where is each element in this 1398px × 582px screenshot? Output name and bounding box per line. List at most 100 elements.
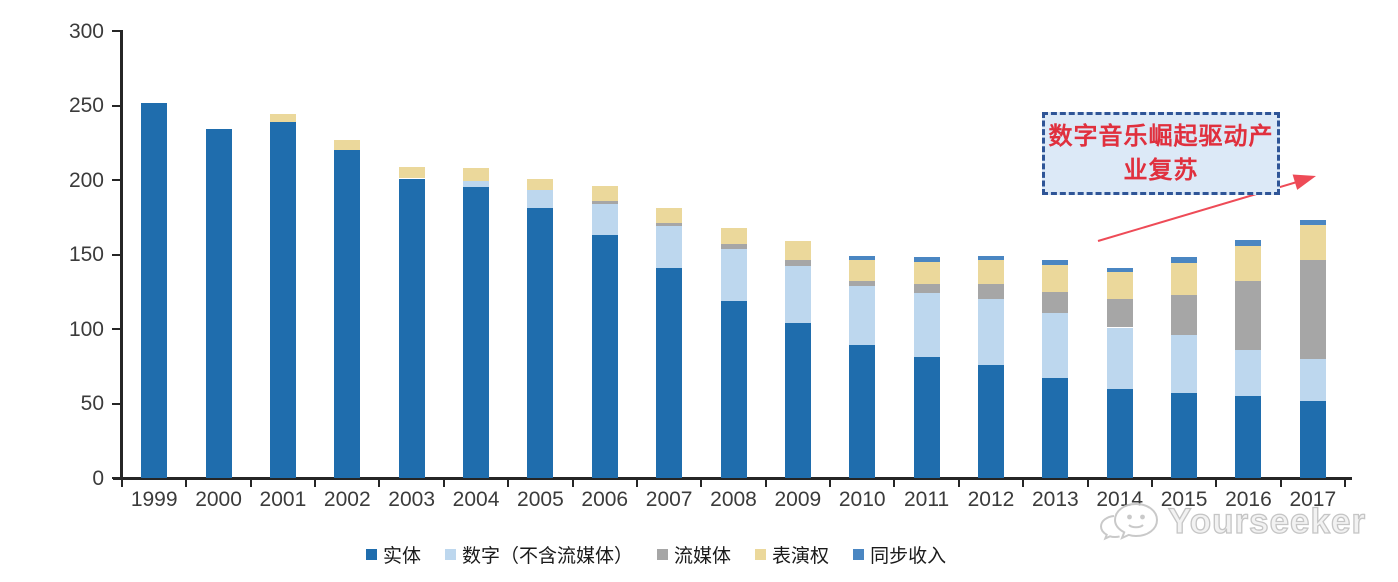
bar-segment-实体-1999 <box>141 102 168 478</box>
legend-swatch <box>853 549 865 560</box>
bar-segment-数字（不含流媒体）-2009 <box>784 266 811 324</box>
bar-segment-实体-2011 <box>913 357 940 478</box>
bar-segment-数字（不含流媒体）-2017 <box>1299 358 1326 401</box>
bar-segment-表演权-2005 <box>527 178 554 191</box>
x-tick-mark <box>635 479 638 487</box>
y-tick-mark <box>112 328 121 330</box>
bar-segment-同步收入-2015 <box>1171 257 1198 264</box>
x-tick-label: 2015 <box>1160 488 1208 511</box>
x-tick-mark <box>1150 479 1153 487</box>
bar-segment-表演权-2001 <box>269 114 296 122</box>
bar-segment-数字（不含流媒体）-2007 <box>656 226 683 268</box>
bar-segment-流媒体-2013 <box>1042 291 1069 313</box>
bar-segment-数字（不含流媒体）-2004 <box>463 181 490 188</box>
bar-segment-同步收入-2014 <box>1106 267 1133 273</box>
y-tick-label: 100 <box>68 317 104 341</box>
bar-segment-数字（不含流媒体）-2015 <box>1171 334 1198 394</box>
x-tick-mark <box>314 479 317 487</box>
bar-segment-数字（不含流媒体）-2008 <box>720 248 747 301</box>
y-tick-label: 200 <box>68 168 104 192</box>
y-tick-label: 0 <box>92 466 104 490</box>
bar-segment-实体-2005 <box>527 208 554 478</box>
bar-segment-实体-2013 <box>1042 378 1069 478</box>
x-tick-label: 2013 <box>1031 488 1079 511</box>
legend-label: 表演权 <box>772 546 830 567</box>
x-tick-mark <box>185 479 188 487</box>
y-axis-line <box>120 30 123 480</box>
x-tick-label: 2001 <box>259 488 307 511</box>
watermark-text: Yourseeker <box>1167 501 1367 541</box>
legend-label: 数字（不含流媒体） <box>462 546 634 567</box>
x-tick-mark <box>507 479 510 487</box>
annotation-callout: 数字音乐崛起驱动产业复苏 <box>1042 112 1280 195</box>
bar-segment-实体-2016 <box>1235 396 1262 478</box>
x-tick-mark <box>378 479 381 487</box>
bar-segment-实体-2007 <box>656 267 683 478</box>
bar-segment-实体-2014 <box>1106 388 1133 478</box>
y-tick-mark <box>112 477 121 479</box>
x-tick-mark <box>121 479 123 487</box>
bar-segment-数字（不含流媒体）-2005 <box>527 190 554 209</box>
x-tick-label: 2017 <box>1289 488 1337 511</box>
bar-segment-实体-2002 <box>334 150 361 478</box>
x-tick-label: 2012 <box>967 488 1015 511</box>
x-tick-label: 2016 <box>1225 488 1272 511</box>
x-tick-label: 2004 <box>452 488 500 511</box>
annotation-text: 数字音乐崛起驱动产业复苏 <box>1048 123 1274 184</box>
x-tick-label: 2008 <box>710 488 757 511</box>
legend-swatch <box>755 549 767 560</box>
bar-segment-流媒体-2010 <box>849 281 876 286</box>
y-tick-mark <box>112 253 121 256</box>
legend-swatch <box>366 549 377 560</box>
bar-segment-流媒体-2009 <box>784 260 811 267</box>
bar-segment-表演权-2009 <box>784 241 811 261</box>
y-tick-mark <box>112 179 121 181</box>
legend-item-1: 数字（不含流媒体） <box>445 541 633 568</box>
legend-swatch <box>445 549 457 560</box>
legend-label: 流媒体 <box>674 546 732 567</box>
bar-segment-流媒体-2014 <box>1106 299 1133 328</box>
bar-segment-实体-2003 <box>398 178 425 478</box>
bar-segment-同步收入-2010 <box>849 255 876 261</box>
bar-segment-实体-2006 <box>591 235 618 478</box>
bar-segment-同步收入-2012 <box>977 255 1004 261</box>
bar-segment-流媒体-2008 <box>720 244 747 249</box>
bar-segment-表演权-2004 <box>463 168 490 182</box>
legend-item-0: 实体 <box>366 541 421 568</box>
bar-segment-实体-2017 <box>1299 400 1326 478</box>
bar-segment-表演权-2007 <box>656 208 683 224</box>
bar-segment-同步收入-2016 <box>1235 239 1262 246</box>
y-tick-label: 150 <box>68 243 104 266</box>
bar-segment-实体-2008 <box>720 300 747 478</box>
x-tick-mark <box>249 479 252 487</box>
bar-segment-数字（不含流媒体）-2006 <box>591 203 618 236</box>
legend-item-4: 同步收入 <box>853 541 946 568</box>
bar-segment-流媒体-2011 <box>913 284 940 294</box>
legend-item-2: 流媒体 <box>657 541 731 568</box>
bar-segment-流媒体-2007 <box>656 223 683 227</box>
x-tick-mark <box>571 479 574 487</box>
legend-label: 实体 <box>383 546 422 567</box>
bar-segment-实体-2000 <box>205 129 232 478</box>
legend-label: 同步收入 <box>870 546 947 567</box>
x-tick-label: 2011 <box>904 488 950 511</box>
legend-item-3: 表演权 <box>755 541 829 568</box>
bar-segment-实体-2009 <box>784 323 811 478</box>
bar-segment-表演权-2006 <box>591 185 618 201</box>
bar-segment-表演权-2014 <box>1106 272 1133 300</box>
bar-segment-数字（不含流媒体）-2010 <box>849 285 876 346</box>
bar-segment-实体-2015 <box>1171 393 1198 478</box>
x-tick-label: 2005 <box>517 488 564 511</box>
bar-segment-数字（不含流媒体）-2014 <box>1106 327 1133 389</box>
bar-segment-流媒体-2017 <box>1299 260 1326 359</box>
bar-segment-同步收入-2013 <box>1042 260 1069 265</box>
x-tick-mark <box>893 479 896 487</box>
bar-segment-表演权-2017 <box>1299 224 1326 261</box>
x-tick-mark <box>1215 479 1218 487</box>
bar-segment-流媒体-2012 <box>977 284 1004 300</box>
y-tick-label: 250 <box>68 94 104 117</box>
y-tick-label: 50 <box>80 392 104 415</box>
x-tick-mark <box>829 479 832 487</box>
bar-segment-数字（不含流媒体）-2013 <box>1042 312 1069 379</box>
x-tick-label: 2006 <box>581 488 629 511</box>
